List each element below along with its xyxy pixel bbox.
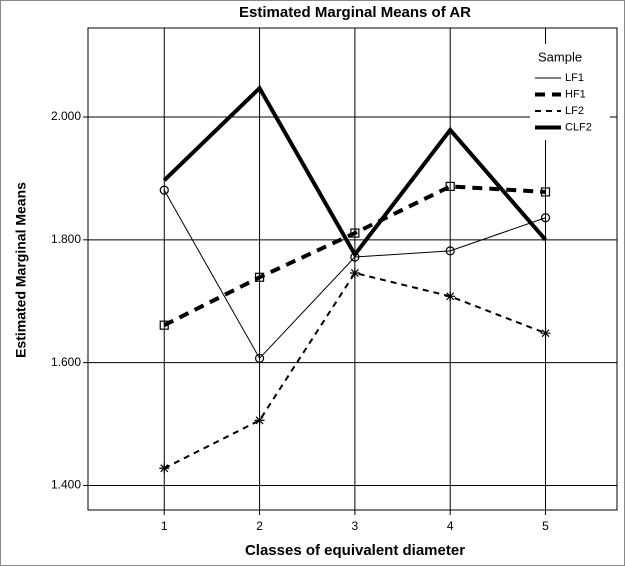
series-line <box>163 184 546 327</box>
marker <box>540 328 551 339</box>
x-tick-label: 1 <box>161 519 168 533</box>
plot-area <box>87 27 618 511</box>
x-axis-label: Classes of equivalent diameter <box>245 542 465 559</box>
marker <box>159 185 169 195</box>
chart-title: Estimated Marginal Means of AR <box>239 4 471 21</box>
series-line <box>162 84 548 259</box>
marker <box>445 246 455 256</box>
marker <box>254 415 265 426</box>
marker <box>254 353 265 363</box>
y-tick-label: 1.600 <box>51 355 81 369</box>
marker <box>445 291 456 302</box>
marker <box>159 463 170 474</box>
marker <box>540 213 551 223</box>
marker <box>445 181 455 192</box>
y-axis-label: Estimated Marginal Means <box>13 182 29 358</box>
marker <box>540 187 551 197</box>
y-tick-label: 1.400 <box>51 478 81 492</box>
legend-box <box>530 44 610 140</box>
marker <box>159 320 169 330</box>
x-tick-label: 2 <box>256 519 263 533</box>
x-tick-label: 3 <box>352 519 359 533</box>
legend-label: HF1 <box>565 88 586 100</box>
legend-label: LF1 <box>565 72 584 84</box>
legend-label: LF2 <box>565 105 584 117</box>
legend-title: Sample <box>538 49 582 64</box>
y-tick-label: 1.800 <box>51 232 81 246</box>
x-tick-label: 4 <box>447 519 454 533</box>
marker <box>349 267 360 278</box>
legend-label: CLF2 <box>565 121 592 133</box>
marker <box>350 228 360 238</box>
marker <box>254 272 265 282</box>
y-tick-label: 2.000 <box>51 109 81 123</box>
series-line <box>163 271 546 470</box>
x-tick-label: 5 <box>542 519 549 533</box>
